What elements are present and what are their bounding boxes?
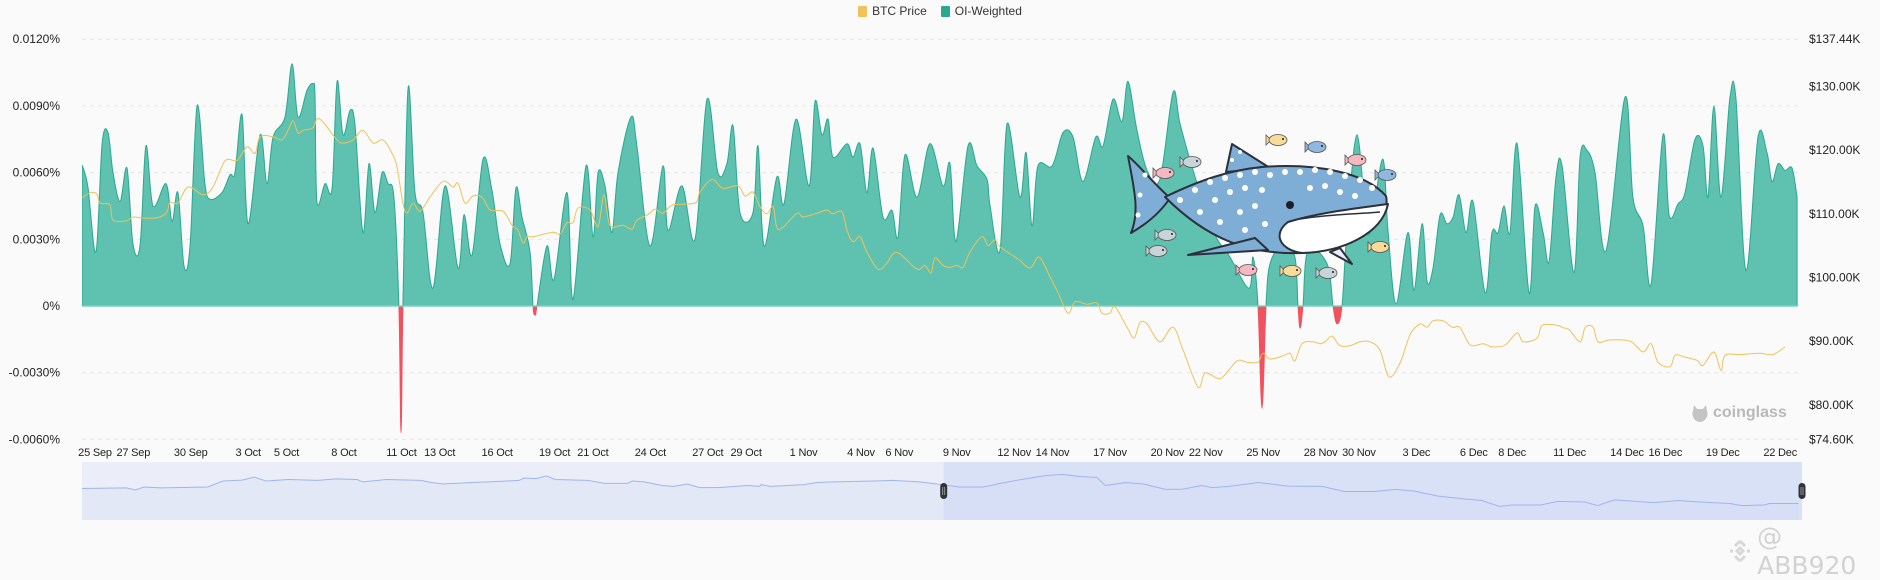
fish-eye [1162,249,1164,251]
fish-eye [1196,160,1198,162]
fish-body [1371,242,1389,253]
x-tick-label: 8 Dec [1498,447,1526,459]
x-tick-label: 1 Nov [790,447,818,459]
y-right-tick-label: $100.00K [1809,270,1860,284]
y-left-tick-label: -0.0060% [9,432,61,446]
fish-body [1149,246,1167,257]
x-tick-label: 25 Sep [78,447,112,459]
x-tick-label: 3 Oct [236,447,261,459]
x-tick-label: 21 Oct [577,447,608,459]
x-tick-label: 29 Oct [730,447,761,459]
fish-eye [1296,269,1298,271]
y-left-tick-label: 0.0120% [13,32,61,46]
fish-body [1183,157,1201,168]
x-tick-label: 16 Dec [1648,447,1682,459]
binance-logo-icon [1727,538,1751,564]
y-left-tick-label: 0.0090% [13,99,61,113]
coinglass-logo-icon [1690,402,1710,424]
x-tick-label: 16 Oct [482,447,513,459]
user-watermark: @ ABB920 [1727,522,1880,580]
x-tick-label: 6 Dec [1460,447,1488,459]
coinglass-watermark-text: coinglass [1713,404,1787,422]
fish-body [1156,168,1174,179]
fish-body [1283,266,1301,277]
fish-eye [1169,171,1171,173]
x-tick-label: 22 Nov [1189,447,1223,459]
fish-icon [1305,142,1326,153]
x-tick-label: 30 Sep [174,447,208,459]
fish-icon [1266,135,1287,146]
fish-eye [1171,233,1173,235]
x-tick-label: 9 Nov [943,447,971,459]
x-tick-label: 30 Nov [1342,447,1376,459]
user-watermark-text: @ ABB920 [1757,522,1880,580]
fish-icon [1345,155,1366,166]
fish-eye [1321,145,1323,147]
x-tick-label: 25 Nov [1246,447,1280,459]
fish-body [1269,135,1287,146]
fish-body [1378,170,1396,181]
fish-eye [1252,268,1254,270]
x-tick-label: 24 Oct [635,447,666,459]
y-right-tick-label: $90.00K [1809,334,1854,348]
y-left-tick-label: 0.0030% [13,232,61,246]
x-tick-label: 12 Nov [997,447,1031,459]
fish-eye [1282,138,1284,140]
x-tick-label: 28 Nov [1304,447,1338,459]
fish-eye [1384,245,1386,247]
y-right-tick-label: $110.00K [1809,207,1860,221]
x-tick-label: 3 Dec [1402,447,1430,459]
x-tick-label: 17 Nov [1093,447,1127,459]
coinglass-watermark: coinglass [1690,402,1787,424]
x-tick-label: 14 Nov [1036,447,1070,459]
y-right-tick-label: $120.00K [1809,143,1860,157]
funding-rate-chart: 0.0120% 0.0090% 0.0060% 0.0030% 0% -0.0030% -0… [0,0,1880,551]
x-axis: 25 Sep 27 Sep 30 Sep 3 Oct 5 Oct 8 Oct 11 Oct 1… [78,447,1798,459]
y-right-tick-label: $130.00K [1809,79,1860,93]
x-tick-label: 13 Oct [424,447,455,459]
y-right-tick-label: $137.44K [1809,32,1860,46]
y-right-tick-label: $74.60K [1809,432,1854,446]
x-tick-label: 27 Oct [692,447,723,459]
x-tick-label: 11 Dec [1553,447,1587,459]
x-tick-label: 14 Dec [1610,447,1644,459]
navigator-handle-right[interactable] [1799,483,1806,499]
fish-body [1308,142,1326,153]
navigator-handle-left[interactable] [940,483,947,499]
fish-eye [1332,271,1334,273]
x-tick-label: 6 Nov [885,447,913,459]
y-axis-left: 0.0120% 0.0090% 0.0060% 0.0030% 0% -0.0030% -0… [9,32,61,446]
fish-icon [1153,168,1174,179]
x-tick-label: 19 Dec [1706,447,1740,459]
fish-eye [1361,158,1363,160]
fish-body [1319,268,1337,279]
x-tick-label: 11 Oct [386,447,417,459]
y-right-tick-label: $80.00K [1809,398,1854,412]
fish-body [1239,265,1257,276]
y-left-tick-label: 0% [43,299,61,313]
y-left-tick-label: 0.0060% [13,166,61,180]
x-tick-label: 20 Nov [1151,447,1185,459]
y-left-tick-label: -0.0030% [9,366,61,380]
x-tick-label: 4 Nov [847,447,875,459]
fish-eye [1391,173,1393,175]
x-tick-label: 8 Oct [331,447,356,459]
x-tick-label: 5 Oct [274,447,299,459]
x-tick-label: 27 Sep [116,447,150,459]
oi-weighted-positive-area [82,64,1797,433]
navigator[interactable] [82,462,1806,520]
fish-body [1158,230,1176,241]
y-axis-right: $137.44K $130.00K $120.00K $110.00K $100.00K… [1809,32,1860,446]
fish-body [1348,155,1366,166]
x-tick-label: 19 Oct [539,447,570,459]
x-tick-label: 22 Dec [1763,447,1797,459]
